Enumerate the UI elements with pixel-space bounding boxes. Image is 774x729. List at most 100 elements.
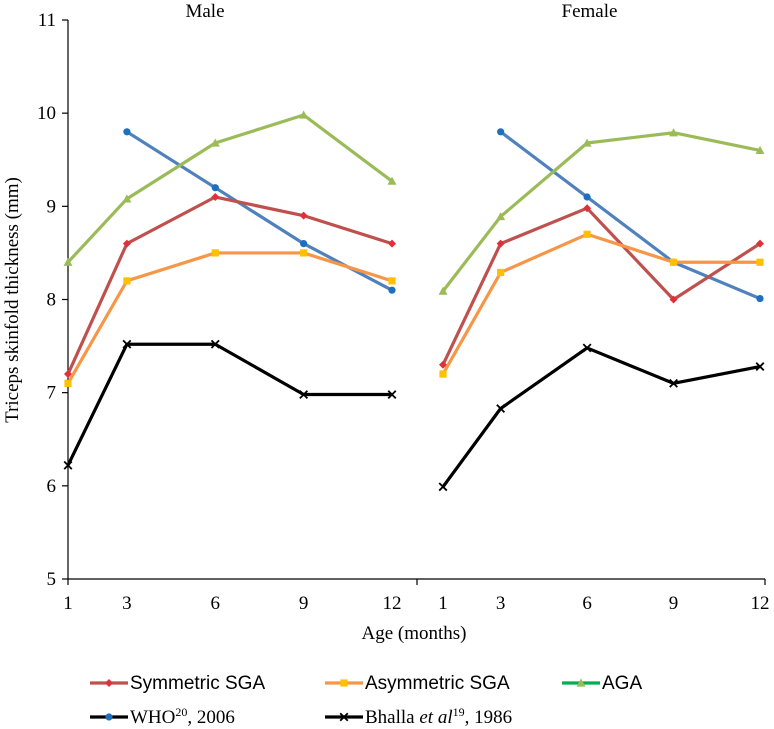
x-tick-label: 6 (582, 593, 592, 614)
x-tick-label: 1 (438, 593, 448, 614)
legend-label: Bhalla et al19, 1986 (365, 705, 512, 728)
series-line (66, 113, 393, 264)
y-tick-label: 11 (38, 10, 56, 31)
y-tick-label: 7 (47, 383, 57, 404)
data-point (669, 295, 678, 304)
y-axis-label: Triceps skinfold thickness (mm) (2, 177, 23, 423)
series-bhalla (63, 339, 397, 470)
legend-item-who: WHO20, 2006 (90, 705, 235, 728)
data-point (64, 370, 72, 379)
data-point (63, 257, 73, 266)
legend-label: WHO20, 2006 (130, 705, 235, 728)
data-point (756, 239, 764, 248)
x-tick-label: 12 (751, 593, 770, 614)
data-point (755, 145, 765, 155)
y-tick-label: 6 (47, 476, 57, 497)
series-line (441, 346, 761, 488)
data-point (300, 249, 308, 257)
data-point (340, 679, 348, 687)
y-tick-label: 8 (47, 290, 57, 311)
data-point (669, 128, 679, 137)
data-point (211, 184, 219, 192)
data-point (496, 239, 505, 248)
y-tick-label: 10 (37, 103, 56, 124)
data-point (300, 240, 308, 248)
data-point (211, 249, 219, 257)
panel-male: Male (63, 1, 397, 470)
legend: Symmetric SGA Asymmetric SGA AGA WHO20, 200… (90, 673, 642, 728)
y-tick-label: 5 (47, 569, 57, 590)
data-point (497, 268, 505, 277)
data-point (438, 286, 448, 295)
panel-title: Female (562, 1, 618, 22)
data-point (105, 679, 113, 687)
x-tick-label: 9 (299, 593, 309, 614)
data-point (299, 211, 308, 220)
x-tick-label: 3 (122, 593, 132, 614)
data-point (496, 404, 506, 413)
data-point (105, 713, 113, 721)
data-point (210, 339, 220, 349)
x-tick-label: 1 (63, 593, 73, 614)
legend-item-sym: Symmetric SGA (90, 673, 265, 694)
series-sym (439, 204, 764, 369)
panel-title: Male (185, 1, 224, 22)
series-line (66, 195, 393, 375)
legend-label: Asymmetric SGA (365, 673, 510, 694)
series-who (497, 128, 764, 303)
data-point (497, 128, 505, 136)
data-point (576, 678, 586, 687)
x-tick-label: 6 (211, 593, 221, 614)
data-point (439, 360, 447, 369)
x-tick-label: 12 (383, 593, 402, 614)
data-point (388, 239, 396, 248)
series-sym (64, 193, 396, 379)
legend-label: AGA (602, 673, 642, 694)
data-point (211, 193, 220, 202)
data-point (299, 390, 309, 399)
data-point (388, 286, 396, 294)
y-tick-label: 9 (47, 196, 57, 217)
data-point (582, 343, 592, 353)
data-point (64, 379, 72, 387)
data-point (122, 239, 131, 248)
data-point (583, 230, 591, 238)
series-aga (438, 128, 765, 295)
data-point (439, 370, 447, 378)
legend-label: Symmetric SGA (130, 673, 265, 694)
series-asym (64, 249, 396, 387)
x-tick-label: 9 (669, 593, 679, 614)
legend-item-asym: Asymmetric SGA (325, 673, 510, 694)
data-point (669, 378, 678, 388)
data-point (339, 712, 349, 722)
legend-item-aga: AGA (562, 673, 642, 694)
data-point (387, 176, 397, 185)
plot-area: Male Female (63, 1, 765, 492)
data-point (299, 110, 309, 119)
data-point (756, 258, 764, 266)
series-line (66, 342, 392, 467)
data-point (123, 277, 131, 285)
data-point (387, 390, 397, 399)
data-point (122, 194, 132, 203)
data-point (122, 339, 132, 349)
data-point (756, 294, 764, 303)
data-point (583, 204, 592, 213)
data-point (496, 212, 506, 221)
series-bhalla (438, 343, 765, 492)
series-aga (63, 110, 397, 266)
series-asym (439, 230, 764, 378)
legend-item-bhalla: Bhalla et al19, 1986 (325, 705, 512, 728)
data-point (582, 138, 592, 147)
x-tick-label: 3 (496, 593, 506, 614)
data-point (388, 277, 396, 285)
data-point (63, 460, 73, 470)
data-point (123, 128, 131, 136)
x-axis-label: Age (months) (361, 623, 466, 644)
panel-female: Female (438, 1, 765, 492)
data-point (210, 138, 220, 147)
series-line (499, 130, 761, 301)
data-point (438, 482, 448, 492)
